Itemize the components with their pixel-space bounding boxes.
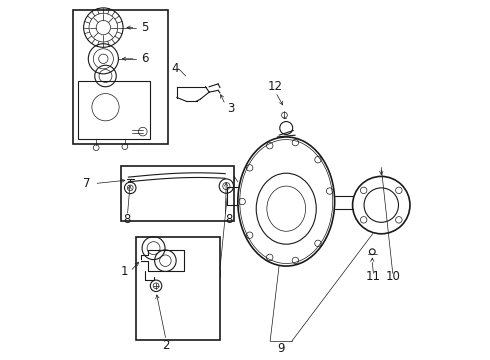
Text: 2: 2 xyxy=(162,339,170,352)
Polygon shape xyxy=(177,87,209,101)
Text: 1: 1 xyxy=(121,265,128,278)
Bar xyxy=(136,237,220,339)
Bar xyxy=(78,81,150,139)
Text: 4: 4 xyxy=(172,62,179,75)
Text: 6: 6 xyxy=(141,52,148,65)
Text: 8: 8 xyxy=(123,213,131,226)
Bar xyxy=(122,166,234,221)
Text: 3: 3 xyxy=(227,102,234,115)
Text: 7: 7 xyxy=(83,177,91,190)
Bar xyxy=(73,10,168,144)
Text: 11: 11 xyxy=(366,270,381,283)
Text: 10: 10 xyxy=(385,270,400,283)
Text: 9: 9 xyxy=(277,342,285,355)
Text: 12: 12 xyxy=(268,80,283,93)
Text: 5: 5 xyxy=(141,21,148,34)
Text: 8: 8 xyxy=(225,213,233,226)
